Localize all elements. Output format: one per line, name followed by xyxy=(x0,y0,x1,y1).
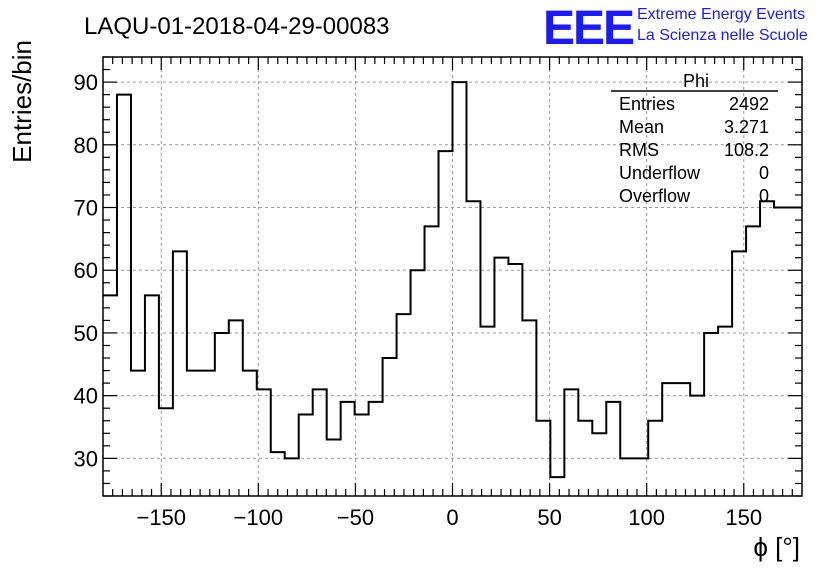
x-tick-labels: −150 −100 −50 0 50 100 150 xyxy=(136,505,762,530)
x-tick-label: 150 xyxy=(725,505,762,530)
stats-row-label: RMS xyxy=(619,140,659,160)
y-tick-label: 50 xyxy=(74,321,98,346)
y-tick-label: 80 xyxy=(74,133,98,158)
y-axis-title: Entries/bin xyxy=(7,40,37,163)
grid xyxy=(103,57,802,496)
y-tick-label: 30 xyxy=(74,446,98,471)
x-tick-label: −100 xyxy=(234,505,284,530)
eee-logo: EEE Extreme Energy Events La Scienza nel… xyxy=(543,2,808,55)
axis-ticks xyxy=(103,56,802,497)
x-tick-label: −50 xyxy=(337,505,374,530)
histogram-line xyxy=(103,81,802,479)
stats-row-label: Overflow xyxy=(619,186,691,206)
y-tick-labels: 30 40 50 60 70 80 90 xyxy=(74,70,98,471)
y-tick-label: 60 xyxy=(74,258,98,283)
x-tick-label: 0 xyxy=(446,505,458,530)
eee-logo-line2: La Scienza nelle Scuole xyxy=(637,27,808,44)
stats-row-value: 3.271 xyxy=(724,117,769,137)
y-tick-label: 70 xyxy=(74,196,98,221)
eee-logo-line1: Extreme Energy Events xyxy=(637,6,805,23)
stats-row-label: Entries xyxy=(619,94,675,114)
x-tick-label: 50 xyxy=(537,505,561,530)
stats-row-label: Underflow xyxy=(619,163,701,183)
stats-title: Phi xyxy=(683,71,709,91)
stats-row-label: Mean xyxy=(619,117,664,137)
x-tick-label: 100 xyxy=(628,505,665,530)
stats-box: Phi Entries 2492 Mean 3.271 RMS 108.2 Underflo… xyxy=(611,71,778,206)
y-tick-label: 40 xyxy=(74,384,98,409)
stats-rows: Entries 2492 Mean 3.271 RMS 108.2 Underflow 0 Ov… xyxy=(619,94,769,206)
stats-row-value: 0 xyxy=(759,163,769,183)
chart-title: LAQU-01-2018-04-29-00083 xyxy=(84,13,390,40)
x-tick-label: −150 xyxy=(136,505,186,530)
stats-row-value: 2492 xyxy=(729,94,769,114)
stats-row-value: 108.2 xyxy=(724,140,769,160)
stats-row-value: 0 xyxy=(759,186,769,206)
x-axis-title: ϕ [°] xyxy=(753,532,800,562)
y-tick-label: 90 xyxy=(74,70,98,95)
eee-logo-mark: EEE xyxy=(543,2,634,55)
